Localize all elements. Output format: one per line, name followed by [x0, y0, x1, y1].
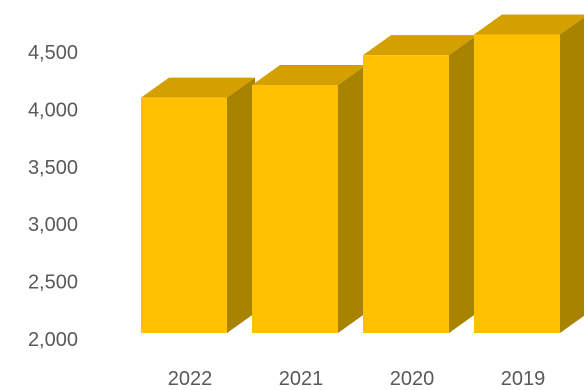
bar-front-face [474, 34, 560, 334]
bar-front-face [252, 85, 338, 333]
bar [474, 14, 584, 334]
bar-top-face [252, 65, 366, 86]
x-axis-category-labels: 2022 2021 2020 2019 [168, 368, 546, 390]
bar [252, 65, 366, 334]
bar-side-face [449, 35, 477, 334]
y-tick-label: 3,000 [28, 214, 78, 236]
y-axis-tick-labels: 2,000 2,500 3,000 3,500 4,000 4,500 [28, 42, 78, 351]
y-tick-label: 2,000 [28, 329, 78, 351]
bar-front-face [141, 97, 227, 333]
y-tick-label: 2,500 [28, 272, 78, 294]
x-category-label: 2019 [501, 368, 546, 390]
bar-side-face [227, 77, 255, 333]
bar [141, 77, 255, 333]
bar-side-face [560, 17, 584, 333]
x-category-label: 2022 [168, 368, 213, 390]
bar-top-face [141, 77, 255, 98]
x-category-label: 2021 [279, 368, 324, 390]
y-tick-label: 3,500 [28, 157, 78, 179]
y-tick-label: 4,500 [28, 42, 78, 64]
bar-top-face [474, 14, 584, 35]
y-tick-label: 4,000 [28, 99, 78, 121]
x-category-label: 2020 [390, 368, 435, 390]
bar-top-face [363, 35, 477, 56]
bar [363, 35, 477, 334]
bar-front-face [363, 55, 449, 334]
bar-side-face [338, 65, 366, 334]
bars [141, 14, 584, 334]
